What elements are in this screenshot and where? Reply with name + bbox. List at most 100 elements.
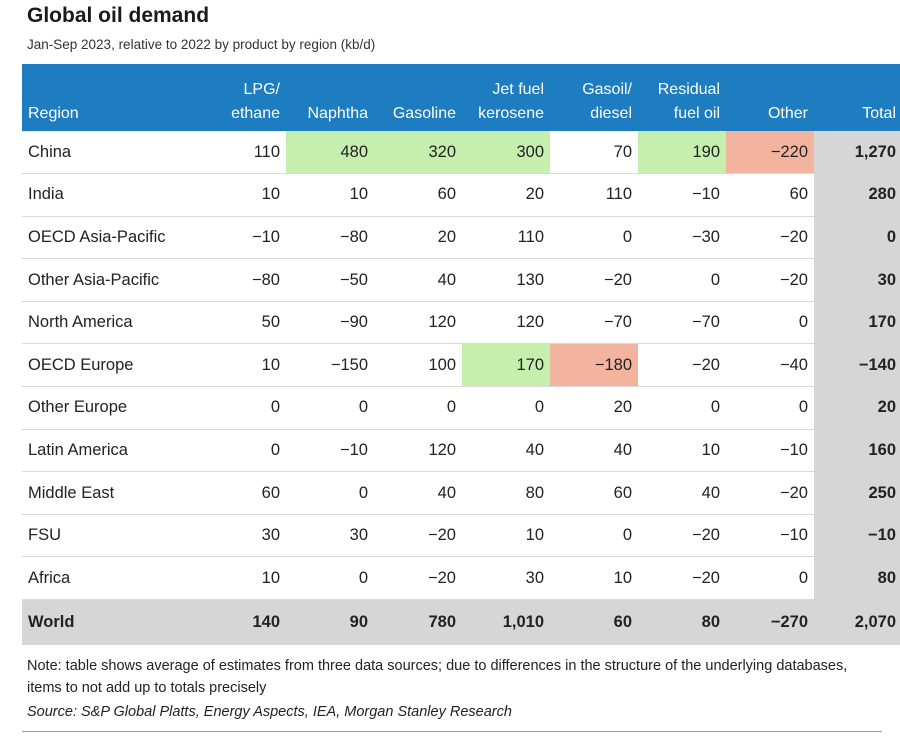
total-cell: 1,270 xyxy=(814,131,900,175)
diesel-cell: 0 xyxy=(550,216,638,260)
column-header-jet: Jet fuel kerosene xyxy=(462,64,550,131)
region-cell: Middle East xyxy=(22,471,202,515)
total-cell: 2,070 xyxy=(814,599,900,645)
other-cell: −20 xyxy=(726,216,814,260)
jet-cell: 40 xyxy=(462,429,550,473)
total-cell: −10 xyxy=(814,514,900,558)
column-header-region: Region xyxy=(22,64,202,131)
oil-demand-table: Region LPG/ethane Naphtha Gasoline Jet f… xyxy=(22,64,900,645)
column-header-diesel-line2: diesel xyxy=(590,105,632,122)
jet-cell: 1,010 xyxy=(462,599,550,645)
column-header-diesel-line1: Gasoil/ xyxy=(582,81,632,98)
column-header-other: Other xyxy=(726,64,814,131)
jet-cell: 110 xyxy=(462,216,550,260)
lpg-cell: 110 xyxy=(202,131,286,175)
column-header-total: Total xyxy=(814,64,900,131)
naphtha-cell: −10 xyxy=(286,429,374,473)
table-header-row: Region LPG/ethane Naphtha Gasoline Jet f… xyxy=(22,64,900,131)
naphtha-cell: −50 xyxy=(286,258,374,302)
page-subtitle: Jan-Sep 2023, relative to 2022 by produc… xyxy=(27,37,376,52)
column-header-resid: Residual fuel oil xyxy=(638,64,726,131)
other-cell: −10 xyxy=(726,429,814,473)
other-cell: 60 xyxy=(726,173,814,217)
jet-cell: 300 xyxy=(462,131,550,175)
gasoline-cell: −20 xyxy=(374,514,462,558)
resid-cell: 10 xyxy=(638,429,726,473)
diesel-cell: 0 xyxy=(550,514,638,558)
diesel-cell: 20 xyxy=(550,386,638,430)
lpg-cell: 50 xyxy=(202,301,286,345)
jet-cell: 80 xyxy=(462,471,550,515)
resid-cell: 0 xyxy=(638,386,726,430)
region-cell: Other Europe xyxy=(22,386,202,430)
total-cell: −140 xyxy=(814,343,900,388)
total-cell: 30 xyxy=(814,258,900,302)
table-row-north-america: North America 50 −90 120 120 −70 −70 0 1… xyxy=(22,301,900,345)
table-note: Note: table shows average of estimates f… xyxy=(27,658,848,696)
other-cell: 0 xyxy=(726,386,814,430)
total-cell: 20 xyxy=(814,386,900,430)
table-row-africa: Africa 10 0 −20 30 10 −20 0 80 xyxy=(22,556,900,601)
lpg-cell: 30 xyxy=(202,514,286,558)
total-cell: 280 xyxy=(814,173,900,217)
table-row-middle-east: Middle East 60 0 40 80 60 40 −20 250 xyxy=(22,471,900,515)
column-header-resid-line2: fuel oil xyxy=(673,105,720,122)
jet-cell: 130 xyxy=(462,258,550,302)
region-cell: Africa xyxy=(22,556,202,601)
table-row-india: India 10 10 60 20 110 −10 60 280 xyxy=(22,173,900,217)
gasoline-cell: 120 xyxy=(374,301,462,345)
table-row-fsu: FSU 30 30 −20 10 0 −20 −10 −10 xyxy=(22,514,900,558)
table-row-other-europe: Other Europe 0 0 0 0 20 0 0 20 xyxy=(22,386,900,430)
naphtha-cell: −90 xyxy=(286,301,374,345)
column-header-resid-line1: Residual xyxy=(657,81,720,98)
gasoline-cell: −20 xyxy=(374,556,462,601)
region-cell: OECD Asia-Pacific xyxy=(22,216,202,260)
naphtha-cell: 0 xyxy=(286,386,374,430)
gasoline-cell: 0 xyxy=(374,386,462,430)
naphtha-cell: −150 xyxy=(286,343,374,388)
gasoline-cell: 320 xyxy=(374,131,462,175)
jet-cell: 170 xyxy=(462,343,550,388)
column-header-jet-line2: kerosene xyxy=(478,105,544,122)
region-cell: India xyxy=(22,173,202,217)
column-header-gasoline: Gasoline xyxy=(374,64,462,131)
naphtha-cell: 0 xyxy=(286,471,374,515)
lpg-cell: 0 xyxy=(202,386,286,430)
other-cell: −40 xyxy=(726,343,814,388)
resid-cell: −20 xyxy=(638,514,726,558)
total-cell: 0 xyxy=(814,216,900,260)
naphtha-cell: 480 xyxy=(286,131,374,175)
column-header-lpg: LPG/ethane xyxy=(202,64,286,131)
region-cell: Other Asia-Pacific xyxy=(22,258,202,302)
naphtha-cell: −80 xyxy=(286,216,374,260)
lpg-cell: 10 xyxy=(202,343,286,388)
column-header-naphtha: Naphtha xyxy=(286,64,374,131)
jet-cell: 10 xyxy=(462,514,550,558)
gasoline-cell: 20 xyxy=(374,216,462,260)
lpg-cell: 10 xyxy=(202,173,286,217)
diesel-cell: 40 xyxy=(550,429,638,473)
diesel-cell: 10 xyxy=(550,556,638,601)
region-cell: China xyxy=(22,131,202,175)
diesel-cell: 110 xyxy=(550,173,638,217)
other-cell: −10 xyxy=(726,514,814,558)
other-cell: −20 xyxy=(726,258,814,302)
resid-cell: 40 xyxy=(638,471,726,515)
region-cell: Latin America xyxy=(22,429,202,473)
other-cell: −270 xyxy=(726,599,814,645)
resid-cell: −20 xyxy=(638,556,726,601)
bottom-divider xyxy=(22,731,882,732)
region-cell: OECD Europe xyxy=(22,343,202,388)
naphtha-cell: 30 xyxy=(286,514,374,558)
lpg-cell: 60 xyxy=(202,471,286,515)
jet-cell: 0 xyxy=(462,386,550,430)
resid-cell: −70 xyxy=(638,301,726,345)
resid-cell: 80 xyxy=(638,599,726,645)
jet-cell: 30 xyxy=(462,556,550,601)
lpg-cell: −80 xyxy=(202,258,286,302)
total-cell: 80 xyxy=(814,556,900,601)
naphtha-cell: 90 xyxy=(286,599,374,645)
column-header-diesel: Gasoil/diesel xyxy=(550,64,638,131)
region-cell: World xyxy=(22,599,202,645)
table-row-latin-america: Latin America 0 −10 120 40 40 10 −10 160 xyxy=(22,429,900,473)
